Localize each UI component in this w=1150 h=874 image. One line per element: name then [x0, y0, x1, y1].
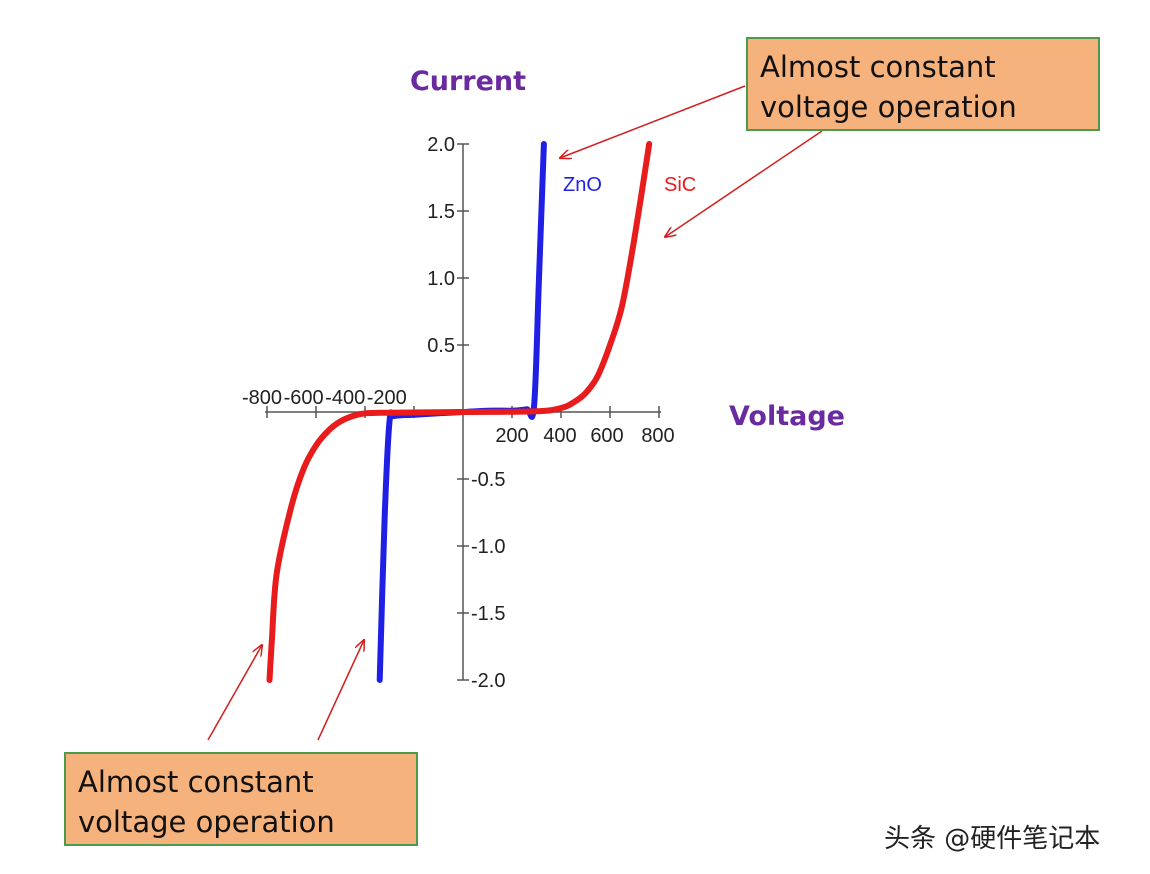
- x-tick-labels-negative: -800 -600 -400 -200: [242, 387, 407, 409]
- annotation-box-bottom: Almost constant voltage operation: [64, 752, 418, 846]
- arrow-top-to-sic: [665, 130, 823, 237]
- x-tick-label: 600: [590, 425, 623, 447]
- x-tick-label: 200: [495, 425, 528, 447]
- series-line-sic: [266, 141, 653, 683]
- annotation-box-top: Almost constant voltage operation: [746, 37, 1100, 131]
- series-label-zno: ZnO: [563, 174, 602, 196]
- arrow-bottom-to-sic: [207, 645, 262, 741]
- y-tick-label: 0.5: [427, 335, 455, 357]
- annotation-text-top: Almost constant voltage operation: [760, 50, 1017, 124]
- y-tick-label: 1.5: [427, 201, 455, 223]
- x-tick-label: 800: [641, 425, 674, 447]
- arrow-bottom-to-zno: [317, 640, 364, 741]
- series-label-sic: SiC: [664, 174, 696, 196]
- y-tick-label: -2.0: [471, 670, 505, 692]
- x-axis-title: Voltage: [729, 401, 845, 432]
- watermark: 头条 @硬件笔记本: [884, 824, 1101, 854]
- y-tick-label: 1.0: [427, 268, 455, 290]
- y-tick-label: -1.5: [471, 603, 505, 625]
- annotation-text-bottom: Almost constant voltage operation: [78, 765, 335, 839]
- arrow-top-to-zno: [560, 85, 746, 158]
- x-tick-label: 400: [543, 425, 576, 447]
- y-tick-label: -1.0: [471, 536, 505, 558]
- y-tick-label: 2.0: [427, 134, 455, 156]
- y-tick-label: -0.5: [471, 469, 505, 491]
- y-axis-title: Current: [410, 66, 526, 97]
